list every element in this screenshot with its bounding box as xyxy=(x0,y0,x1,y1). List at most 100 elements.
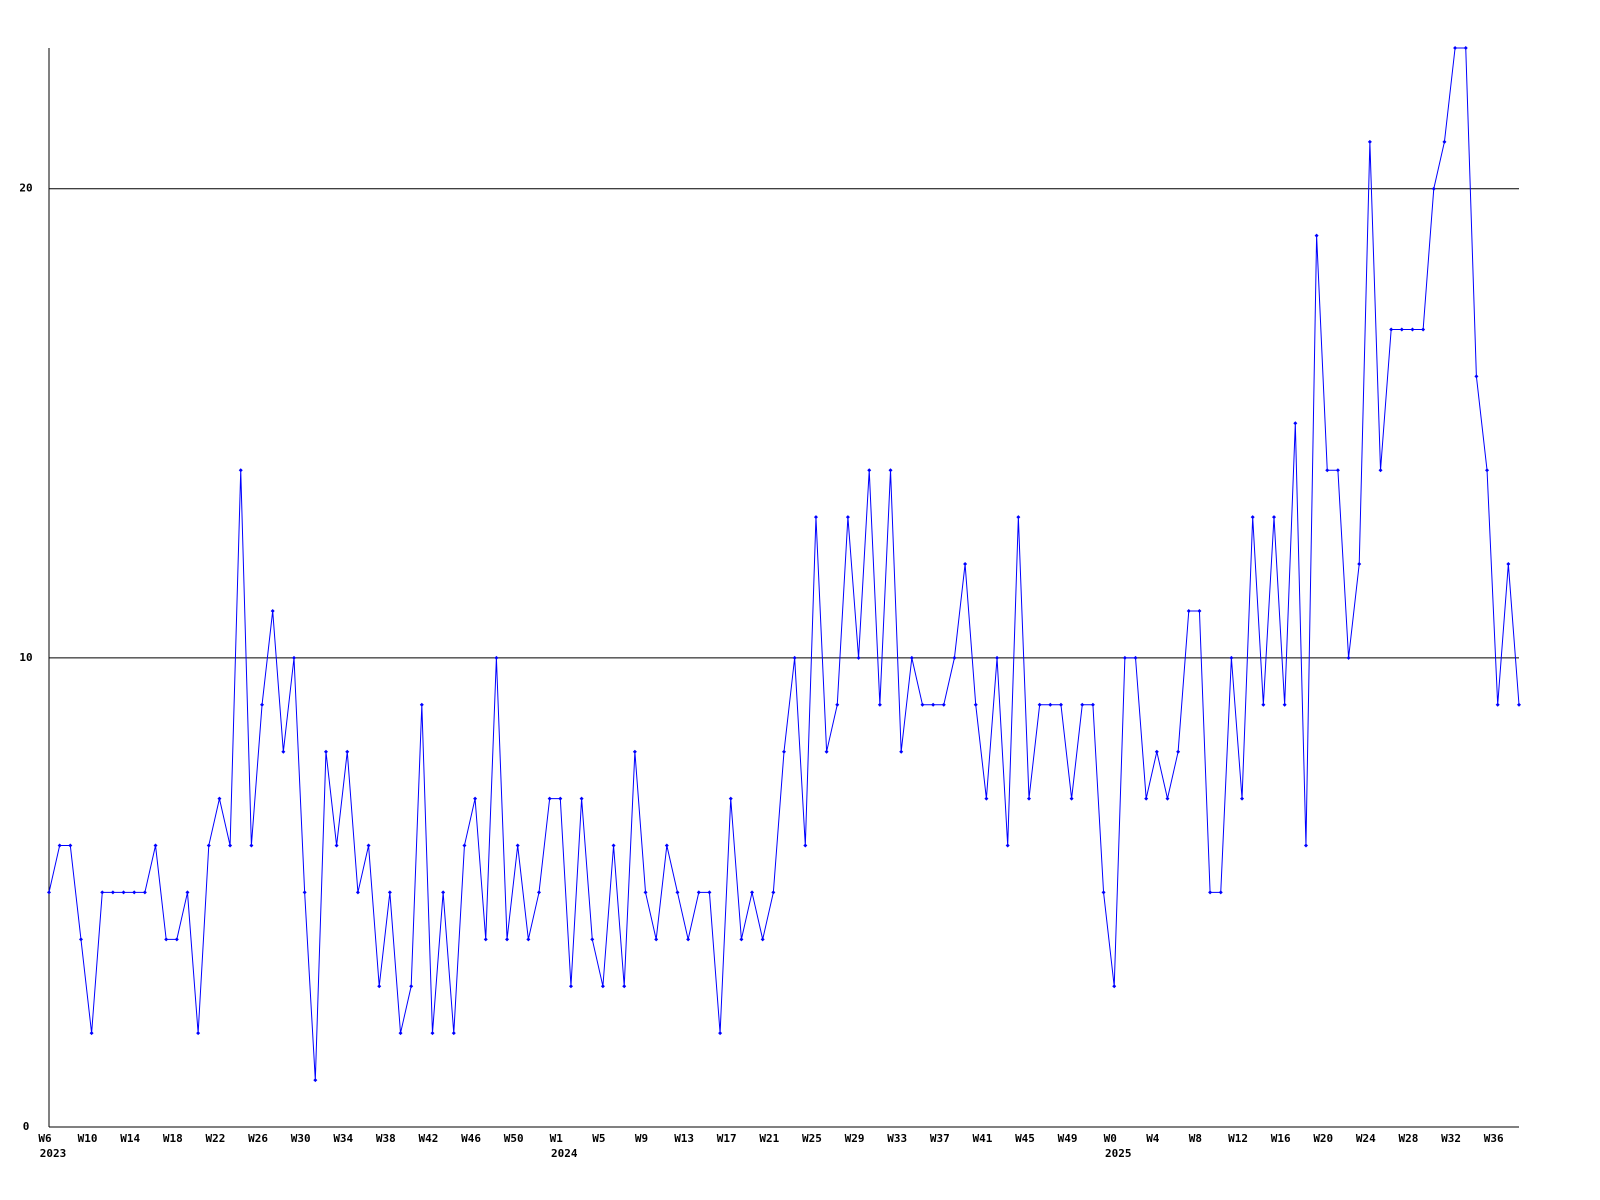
x-tick-label: W17 xyxy=(717,1132,737,1145)
marker xyxy=(260,702,265,707)
marker xyxy=(366,843,371,848)
marker xyxy=(217,796,222,801)
x-tick-label: W14 xyxy=(120,1132,140,1145)
marker xyxy=(547,796,552,801)
marker xyxy=(1272,515,1276,520)
x-tick-label: W21 xyxy=(759,1132,779,1145)
marker xyxy=(984,796,989,801)
marker xyxy=(1293,421,1298,426)
marker xyxy=(441,890,446,895)
marker xyxy=(1325,468,1330,473)
marker xyxy=(792,655,797,660)
marker xyxy=(824,749,829,754)
marker xyxy=(728,796,733,801)
marker xyxy=(1058,702,1063,707)
x-tick-label: W36 xyxy=(1484,1132,1504,1145)
marker xyxy=(750,890,755,895)
x-tick-label: W13 xyxy=(674,1132,694,1145)
x-tick-label: W5 xyxy=(592,1132,605,1145)
marker xyxy=(845,515,850,520)
marker xyxy=(78,937,83,942)
marker xyxy=(835,702,840,707)
marker xyxy=(664,843,669,848)
marker xyxy=(515,843,520,848)
marker xyxy=(505,937,510,942)
marker xyxy=(899,749,904,754)
marker xyxy=(1144,796,1149,801)
marker xyxy=(1389,327,1394,332)
marker xyxy=(473,796,478,801)
marker xyxy=(153,843,158,848)
marker xyxy=(558,796,563,801)
marker xyxy=(1410,327,1415,332)
x-tick-label: W33 xyxy=(887,1132,907,1145)
marker xyxy=(1080,702,1085,707)
x-tick-label: W29 xyxy=(845,1132,865,1145)
marker xyxy=(1399,327,1404,332)
marker xyxy=(164,937,169,942)
marker xyxy=(1037,702,1042,707)
marker xyxy=(941,702,946,707)
marker xyxy=(334,843,339,848)
marker xyxy=(1229,655,1234,660)
marker xyxy=(739,937,744,942)
marker xyxy=(1208,890,1213,895)
marker xyxy=(1027,796,1031,801)
marker xyxy=(1197,608,1202,613)
marker xyxy=(270,608,275,613)
marker xyxy=(1453,46,1458,50)
marker xyxy=(1186,608,1191,613)
marker xyxy=(1005,843,1010,848)
marker xyxy=(1357,562,1362,567)
marker xyxy=(377,984,382,989)
x-tick-label: W20 xyxy=(1313,1132,1333,1145)
x-tick-label: W10 xyxy=(78,1132,98,1145)
marker xyxy=(622,984,627,989)
y-tick-label: 20 xyxy=(19,182,32,195)
marker xyxy=(952,655,957,660)
marker xyxy=(579,796,584,801)
marker xyxy=(686,937,691,942)
marker xyxy=(1463,46,1468,50)
x-tick-label: W9 xyxy=(635,1132,648,1145)
marker xyxy=(1485,468,1490,473)
marker xyxy=(1122,655,1127,660)
x-tick-label: W24 xyxy=(1356,1132,1376,1145)
marker xyxy=(1431,186,1436,191)
marker xyxy=(100,890,105,895)
marker xyxy=(206,843,211,848)
marker xyxy=(1218,890,1223,895)
marker xyxy=(1069,796,1074,801)
marker xyxy=(185,890,190,895)
marker xyxy=(920,702,925,707)
marker xyxy=(568,984,573,989)
x-tick-label: W50 xyxy=(504,1132,524,1145)
x-tick-label: W16 xyxy=(1271,1132,1291,1145)
marker xyxy=(1303,843,1308,848)
marker xyxy=(1282,702,1287,707)
marker xyxy=(696,890,701,895)
marker xyxy=(68,843,73,848)
marker xyxy=(1261,702,1266,707)
marker xyxy=(1495,702,1500,707)
y-tick-label: 10 xyxy=(19,651,32,664)
marker xyxy=(323,749,328,754)
x-tick-label: W34 xyxy=(333,1132,353,1145)
marker xyxy=(771,890,776,895)
x-tick-label: W4 xyxy=(1146,1132,1160,1145)
marker xyxy=(1165,796,1170,801)
marker xyxy=(1133,655,1138,660)
marker xyxy=(89,1031,94,1036)
marker xyxy=(281,749,286,754)
x-tick-label: W37 xyxy=(930,1132,950,1145)
marker xyxy=(600,984,605,989)
marker xyxy=(813,515,818,520)
x-tick-label: W49 xyxy=(1058,1132,1078,1145)
marker xyxy=(1367,139,1372,144)
marker xyxy=(419,702,424,707)
x-tick-label: W8 xyxy=(1189,1132,1202,1145)
marker xyxy=(1101,890,1106,895)
marker xyxy=(345,749,350,754)
marker xyxy=(931,702,936,707)
marker xyxy=(462,843,467,848)
